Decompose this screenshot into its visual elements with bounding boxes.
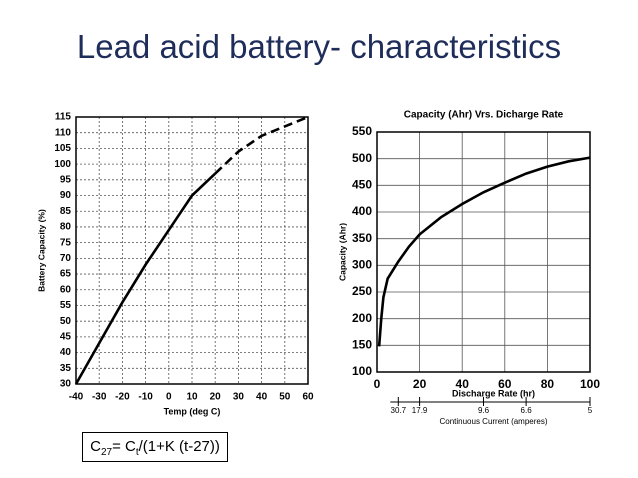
formula-sub: t — [135, 447, 139, 458]
x2-tick-label: 5 — [588, 406, 593, 415]
x-tick-label: -30 — [92, 392, 107, 403]
y-tick-label: 55 — [60, 300, 72, 311]
x-tick-label: 10 — [186, 392, 198, 403]
y-tick-label: 65 — [60, 269, 72, 280]
formula: C27= Ct/(1+K (t-27)) — [82, 432, 228, 462]
y-tick-label: 500 — [352, 151, 372, 165]
y-tick-label: 40 — [60, 347, 72, 358]
y-tick-label: 110 — [55, 127, 72, 138]
x-tick-label: -10 — [138, 392, 153, 403]
formula-text: /(1+K (t-27)) — [138, 438, 220, 455]
formula-text: = C — [112, 438, 136, 455]
plot-frame — [75, 116, 309, 385]
y-tick-label: 300 — [352, 258, 372, 272]
chart-title: Capacity (Ahr) Vrs. Dicharge Rate — [404, 110, 564, 121]
y-tick-label: 400 — [352, 204, 372, 218]
x-tick-label: 0 — [166, 392, 172, 403]
data-line — [214, 115, 309, 175]
x-tick-label: 100 — [580, 377, 600, 391]
y-tick-label: 100 — [352, 364, 372, 378]
x-tick-label: 40 — [256, 392, 268, 403]
y-tick-label: 250 — [352, 284, 372, 298]
y-axis-label: Capacity (Ahr) — [337, 223, 347, 281]
formula-sub: 27 — [100, 447, 113, 458]
x-tick-label: 60 — [498, 377, 512, 391]
y-tick-label: 35 — [60, 363, 72, 374]
data-line — [74, 172, 217, 385]
y-tick-label: 100 — [54, 159, 71, 170]
y-tick-label: 45 — [60, 332, 72, 343]
y-tick-label: 115 — [55, 112, 72, 123]
slide-title: Lead acid battery- characteristics — [76, 28, 562, 65]
y-tick-label: 105 — [54, 143, 71, 154]
y-tick-label: 150 — [352, 338, 372, 352]
x-tick-label: 80 — [541, 377, 555, 391]
x-axis-label: Discharge Rate (hr) — [452, 388, 535, 398]
y-axis-label: Battery Capacity (%) — [36, 209, 46, 292]
y-tick-label: 90 — [60, 190, 72, 201]
x-tick-label: 30 — [233, 392, 245, 403]
data-line — [377, 156, 591, 347]
y-tick-label: 550 — [352, 124, 372, 138]
x2-tick-label: 9.6 — [478, 406, 490, 415]
y-tick-label: 75 — [60, 237, 72, 248]
x-tick-label: 0 — [374, 377, 381, 391]
x2-axis-label: Continuous Current (amperes) — [439, 417, 547, 426]
plot-frame — [376, 131, 591, 373]
y-tick-label: 95 — [60, 174, 72, 185]
y-tick-label: 30 — [60, 379, 72, 390]
formula-text: C — [90, 438, 101, 455]
x2-tick-label: 17.9 — [412, 406, 428, 415]
y-tick-label: 85 — [60, 206, 72, 217]
x2-tick-label: 30.7 — [391, 406, 407, 415]
y-tick-label: 60 — [60, 284, 72, 295]
x-tick-label: -20 — [115, 392, 130, 403]
x2-tick-label: 6.6 — [521, 406, 533, 415]
y-tick-label: 50 — [60, 316, 72, 327]
y-tick-label: 80 — [60, 222, 72, 233]
y-tick-label: 200 — [352, 311, 372, 325]
x-tick-label: 20 — [413, 377, 427, 391]
x-axis-label: Temp (deg C) — [164, 406, 221, 416]
x-tick-label: 20 — [210, 392, 222, 403]
y-tick-label: 450 — [352, 178, 372, 192]
x-tick-label: 50 — [279, 392, 291, 403]
x-tick-label: 60 — [302, 392, 314, 403]
x-tick-label: 40 — [456, 377, 470, 391]
y-tick-label: 70 — [60, 253, 72, 264]
x-tick-label: -40 — [69, 392, 84, 403]
y-tick-label: 350 — [352, 231, 372, 245]
